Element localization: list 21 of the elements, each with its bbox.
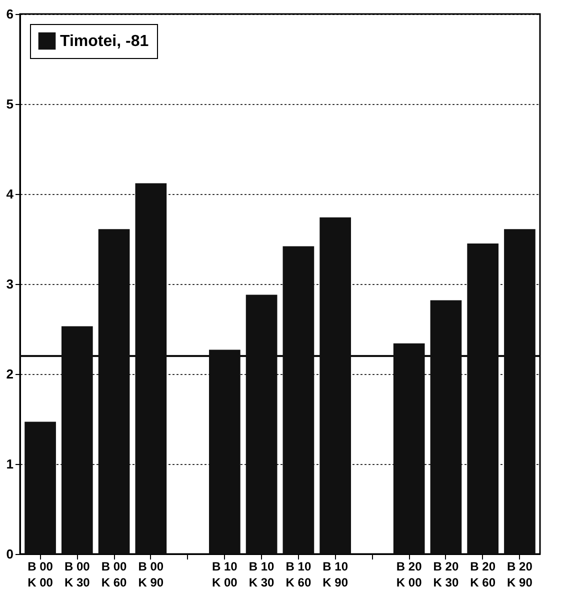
- x-tick-label: B 10 K 30: [248, 560, 275, 590]
- x-tick-label: B 20 K 30: [433, 560, 459, 590]
- x-tick-label: B 20 K 00: [396, 560, 422, 590]
- x-tick-label: B 10 K 60: [286, 560, 312, 590]
- x-tick-label: B 00 K 00: [28, 560, 54, 590]
- y-tick-label: 5: [6, 96, 14, 112]
- y-tick-label: 0: [6, 546, 14, 562]
- x-tick-label: B 10 K 00: [212, 560, 238, 590]
- x-tick-label: B 10 K 90: [322, 560, 348, 590]
- y-tick-label: 6: [6, 6, 14, 22]
- x-tick-label: B 20 K 90: [507, 560, 533, 590]
- y-tick-label: 3: [6, 276, 14, 292]
- x-tick-label: B 00 K 30: [64, 560, 90, 590]
- x-tick-label: B 00 K 60: [101, 560, 128, 590]
- x-tick-label: B 20 K 60: [470, 560, 496, 590]
- bar: [24, 422, 56, 554]
- legend-label: Timotei, -81: [60, 33, 149, 50]
- x-tick-label: B 00 K 90: [138, 560, 164, 590]
- y-tick-label: 1: [6, 456, 14, 472]
- y-tick-label: 2: [6, 366, 14, 382]
- y-tick-label: 4: [6, 186, 14, 202]
